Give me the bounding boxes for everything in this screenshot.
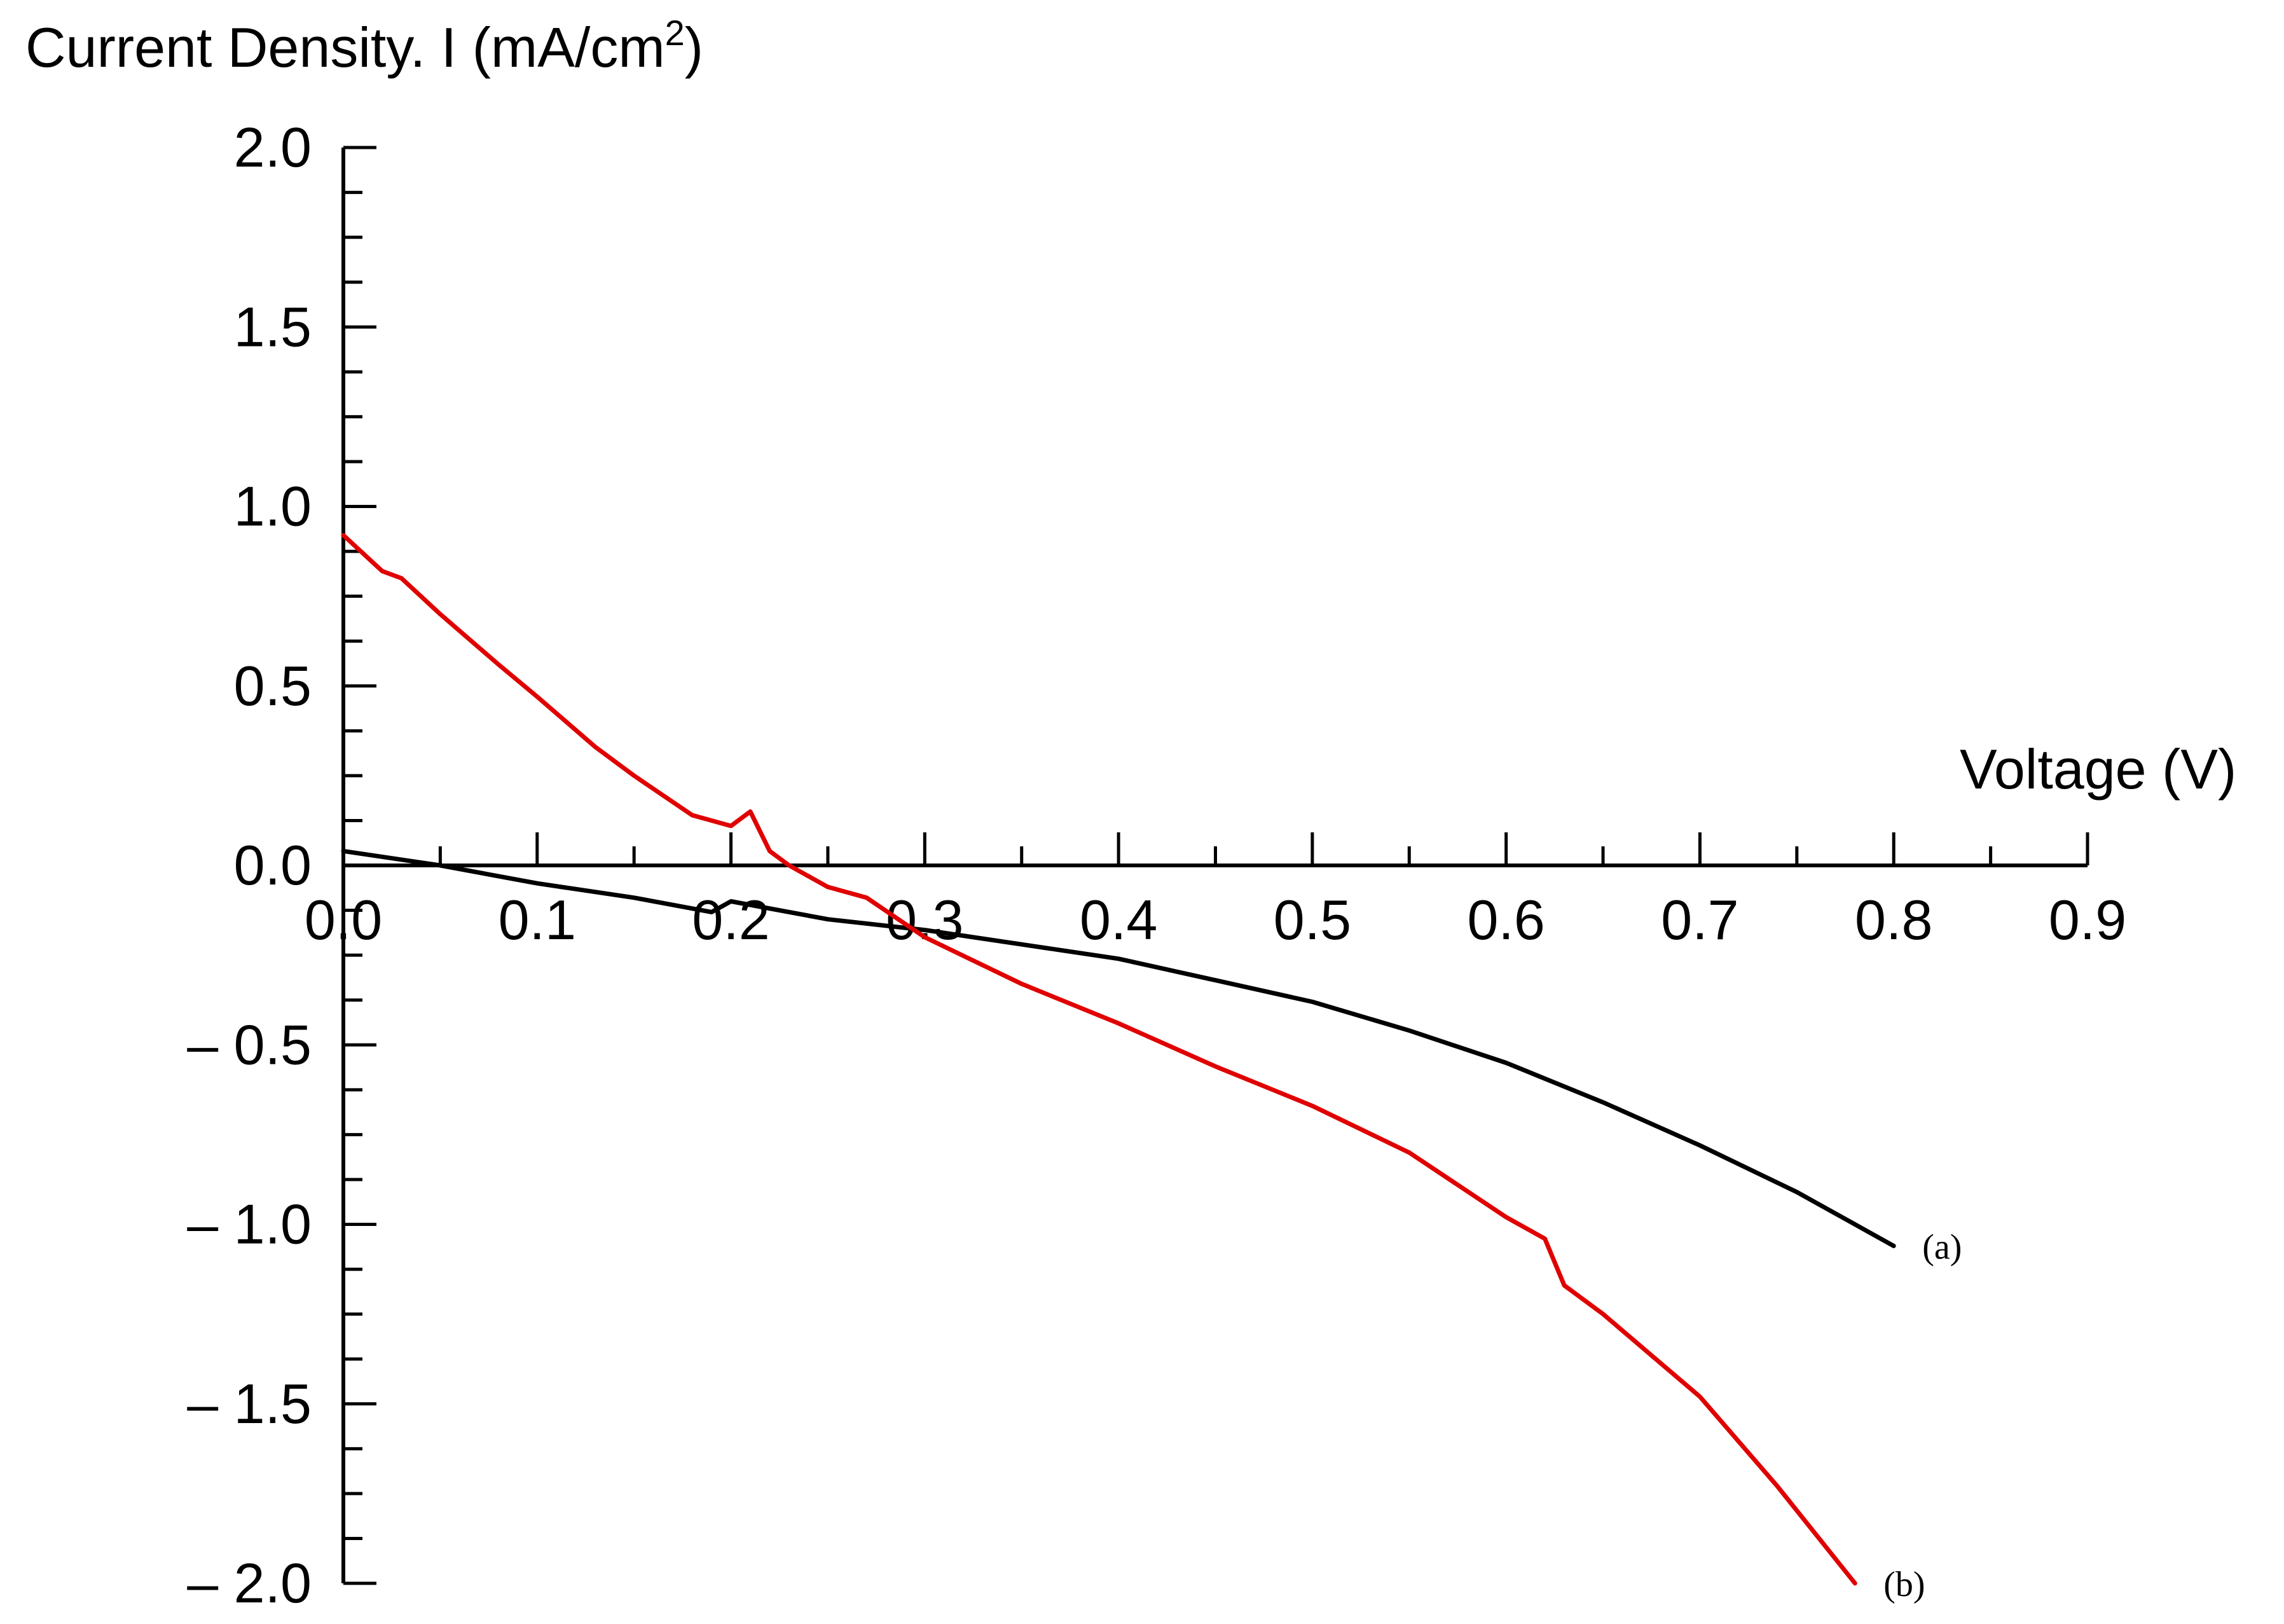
x-tick-label: 0.2: [692, 888, 769, 951]
x-axis-title: Voltage (V): [1960, 738, 2236, 801]
x-tick-label: 0.6: [1467, 888, 1544, 951]
y-tick-label: 1.0: [234, 475, 312, 538]
series-line-a: [341, 848, 1896, 1248]
x-tick-label: 0.1: [499, 888, 576, 951]
x-tick-label: 0.0: [305, 888, 382, 951]
x-tick-label: 0.9: [2049, 888, 2126, 951]
y-tick-label: – 0.5: [187, 1013, 312, 1076]
y-axis-title: Current Density. I (mA/cm2): [25, 13, 703, 79]
y-tick-label: 1.5: [234, 295, 312, 358]
y-tick-label: – 1.0: [187, 1193, 312, 1256]
x-tick-label: 0.8: [1855, 888, 1932, 951]
ticks: 2.0 1.5 1.0 0.5 0.0 – 0.5 – 1.0 – 1.5 – 2.0 0.0 0.…: [187, 116, 2126, 1614]
y-tick-label: 0.0: [234, 834, 312, 897]
y-axis-title-close: ): [685, 16, 703, 79]
y-tick-label: – 2.0: [187, 1552, 312, 1614]
y-tick-label: 0.5: [234, 654, 312, 717]
y-axis-title-superscript: 2: [665, 13, 685, 53]
x-tick-label: 0.5: [1274, 888, 1351, 951]
y-axis-title-main: Current Density. I (mA/cm: [25, 16, 665, 79]
x-tick-label: 0.7: [1661, 888, 1738, 951]
series-line-b: [341, 533, 1857, 1586]
series-labels: (a) (b): [1883, 1227, 1962, 1604]
x-tick-label: 0.4: [1080, 888, 1157, 951]
y-tick-label: – 1.5: [187, 1372, 312, 1435]
series-label-a: (a): [1922, 1227, 1962, 1267]
series-layer: [341, 533, 1896, 1586]
series-label-b: (b): [1883, 1565, 1925, 1604]
y-tick-label: 2.0: [234, 116, 312, 179]
